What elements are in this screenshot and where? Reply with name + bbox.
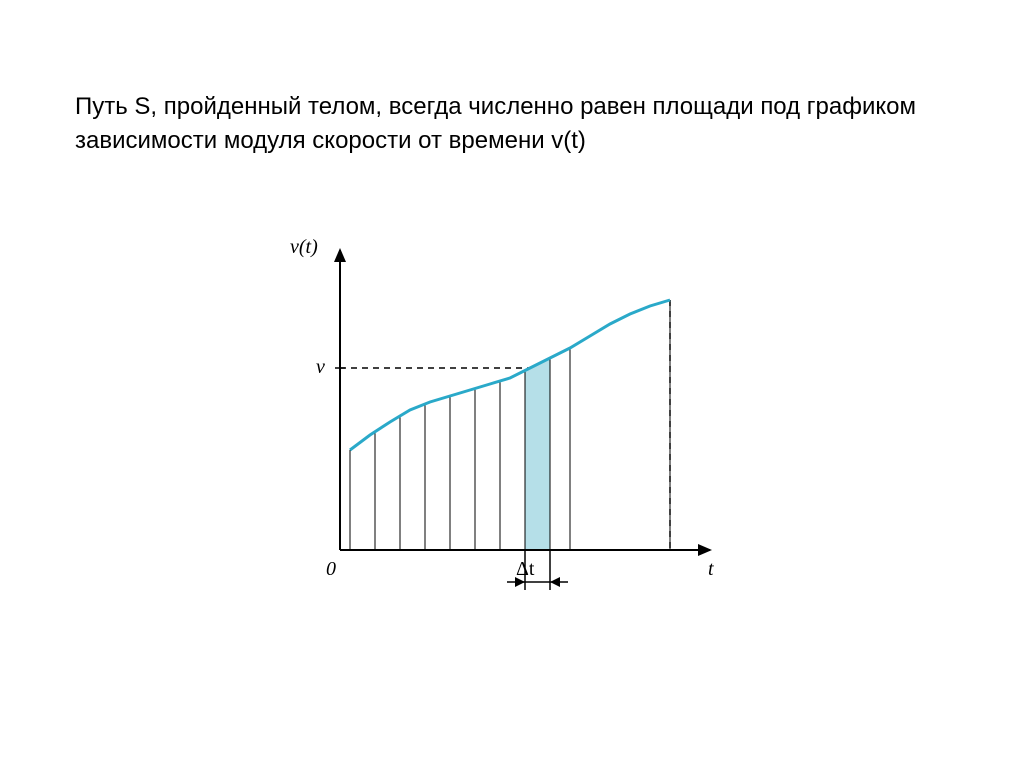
highlighted-delta-strip [525,358,550,550]
y-axis-label: v(t) [290,236,318,259]
x-axis-label: t [708,558,714,581]
page-title: Путь S, пройденный телом, всегда численн… [75,90,949,157]
riemann-strips [350,300,670,550]
y-axis-arrow [334,248,346,262]
origin-label: 0 [326,558,336,581]
velocity-curve [350,300,670,450]
x-axis-arrow [698,544,712,556]
delta-t-label: Δt [516,558,534,581]
y-tick-label: v [316,356,325,379]
velocity-time-chart: v(t) t 0 v Δt [310,240,750,640]
